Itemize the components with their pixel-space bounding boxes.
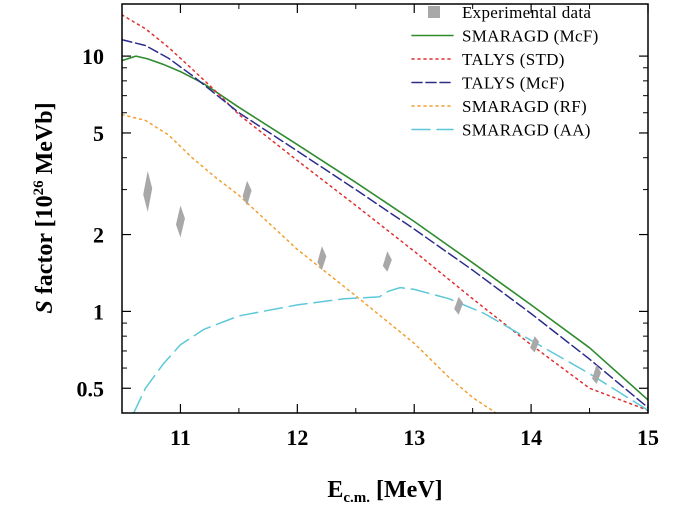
legend-swatch-experimental-data: [428, 6, 440, 18]
y-axis-title: S factor [1026 MeVb]: [31, 102, 58, 313]
experimental-data-point: [242, 180, 252, 206]
experimental-data-point: [317, 246, 327, 271]
y-tick-label: 5: [93, 121, 104, 146]
x-tick-label: 12: [286, 425, 308, 450]
experimental-data-point: [382, 251, 392, 272]
y-tick-label: 2: [93, 223, 104, 248]
experimental-data-point: [592, 364, 602, 384]
x-tick-label: 13: [403, 425, 425, 450]
legend: Experimental data SMARAGD (McF) TALYS (STD…: [411, 3, 599, 140]
legend-label-smaragd-rf: SMARAGD (RF): [462, 97, 587, 116]
x-tick-label: 14: [520, 425, 542, 450]
experimental-data-point: [143, 170, 153, 213]
plot-frame: [121, 3, 649, 414]
legend-label-talys-mcf: TALYS (McF): [462, 74, 565, 93]
x-tick-label: 15: [637, 425, 659, 450]
series-smaragd-aa: [132, 286, 648, 413]
series-smaragd-rf: [122, 113, 497, 413]
legend-label-smaragd-aa: SMARAGD (AA): [462, 121, 591, 140]
series-talys-mcf: [122, 38, 648, 409]
x-axis-title: Ec.m. [MeV]: [327, 477, 442, 506]
experimental-markers-layer: [143, 170, 602, 384]
series-talys-std: [122, 14, 648, 412]
y-tick-label: 0.5: [77, 376, 105, 401]
legend-label-smaragd-mcf: SMARAGD (McF): [462, 27, 599, 46]
x-tick-label: 11: [170, 425, 191, 450]
legend-label-experimental-data: Experimental data: [462, 3, 591, 22]
series-smaragd-mcf: [122, 55, 648, 401]
y-tick-label: 1: [93, 299, 104, 324]
experimental-data-point: [530, 336, 540, 353]
experimental-data-point: [175, 205, 185, 238]
legend-label-talys-std: TALYS (STD): [462, 50, 565, 69]
y-tick-label: 10: [82, 44, 104, 69]
series-layer: [122, 14, 648, 413]
experimental-data-point: [454, 296, 464, 315]
